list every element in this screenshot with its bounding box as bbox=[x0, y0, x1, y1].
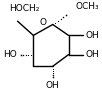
Text: HOCH₂: HOCH₂ bbox=[9, 4, 39, 13]
Text: HO: HO bbox=[3, 50, 17, 59]
Text: OH: OH bbox=[85, 31, 99, 40]
Text: OH: OH bbox=[85, 50, 99, 59]
Text: OCH₃: OCH₃ bbox=[76, 2, 99, 11]
Text: O: O bbox=[40, 18, 47, 27]
Text: OH: OH bbox=[46, 81, 60, 90]
